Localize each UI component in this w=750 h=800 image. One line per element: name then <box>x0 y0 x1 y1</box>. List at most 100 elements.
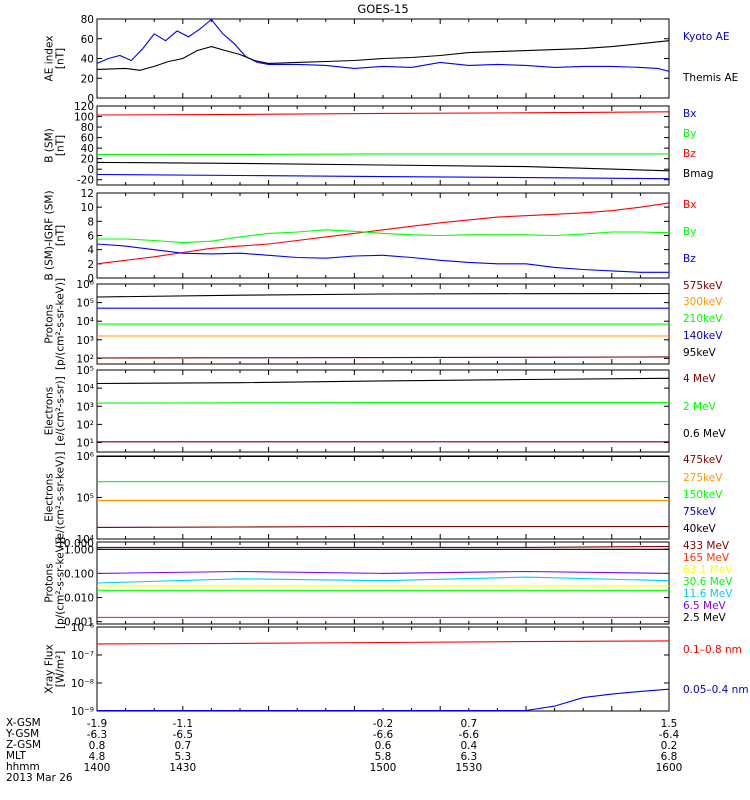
panel-protons-mageds-legend-210kev: 210keV <box>683 313 723 325</box>
panel-protons-hepad-frame <box>96 541 670 625</box>
panel-b-sm-series-bx <box>96 173 670 180</box>
panel-electrons-eps-ytick-label: 10² <box>76 419 94 431</box>
panel-protons-hepad-ylabel: [p/(cm²-s-sr-keV)] <box>55 537 67 629</box>
panel-protons-mageds-legend-300kev: 300keV <box>683 296 723 308</box>
panel-protons-hepad-legend-2-5-mev: 2.5 MeV <box>683 612 727 624</box>
panel-electrons-eps-ytick-label: 10³ <box>76 401 94 413</box>
panel-xray-flux-legend-0-1-0-8-nm: 0.1–0.8 nm <box>683 644 742 656</box>
panel-b-minus-igrf-ytick-label: 10 <box>81 202 94 214</box>
panel-b-minus-igrf-ytick-label: 4 <box>87 245 94 257</box>
panel-protons-hepad-ytick-label: 10.000 <box>57 538 94 550</box>
panel-xray-flux-ytick-label: 10⁻⁷ <box>71 650 94 662</box>
panel-electrons-mageds-legend-40kev: 40keV <box>683 523 717 535</box>
ephem-value-hhmm-1430: 1430 <box>169 762 196 774</box>
panel-b-minus-igrf-frame <box>96 192 670 279</box>
panel-b-sm-ytick-label: 120 <box>74 101 94 113</box>
panel-b-sm-ylabel: B (SM) <box>44 128 56 162</box>
panel-electrons-mageds-ylabel: [e/(cm²-s-sr-keV)] <box>55 452 67 544</box>
ephem-value-y-gsm-1600: -6.4 <box>659 729 680 741</box>
panel-protons-hepad-legend-6-5-mev: 6.5 MeV <box>683 600 727 612</box>
ephem-row-z-label: Z-GSM <box>6 739 42 751</box>
panel-b-sm-ytick-label: 80 <box>81 122 94 134</box>
panel-ae-index-ytick-label: 60 <box>81 34 94 46</box>
panel-b-sm-ytick-label: 60 <box>81 133 94 145</box>
ephem-value-mlt-1530: 6.3 <box>460 751 477 763</box>
ephem-value-z-gsm-1430: 0.7 <box>174 740 191 752</box>
ephem-value-hhmm-1530: 1530 <box>455 762 482 774</box>
panel-b-sm-ytick-label: 0 <box>87 164 94 176</box>
panel-b-sm-frame <box>96 105 670 186</box>
panel-ae-index-ytick-label: 80 <box>81 14 94 26</box>
panel-b-minus-igrf-legend-by: By <box>683 226 696 238</box>
panel-b-minus-igrf-ytick-label: 12 <box>81 188 94 200</box>
panel-protons-hepad-series-11-6-mev <box>96 576 670 584</box>
panel-xray-flux-ytick-label: 10⁻⁶ <box>71 622 94 634</box>
figure-title: GOES-15 <box>357 2 408 16</box>
panel-b-minus-igrf-series-bx <box>96 202 670 265</box>
panel-b-sm-ylabel: [nT] <box>55 135 67 156</box>
panel-electrons-eps-legend-0-6-mev: 0.6 MeV <box>683 428 727 440</box>
panel-electrons-eps-ytick-label: 10¹ <box>76 438 94 450</box>
panel-ae-index-series-themis-ae <box>96 40 670 71</box>
ephem-value-y-gsm-1400: -6.3 <box>87 729 108 741</box>
ephem-value-y-gsm-1530: -6.6 <box>459 729 480 741</box>
panel-protons-mageds-ytick-label: 10⁵ <box>76 298 94 310</box>
panel-protons-mageds-ytick-label: 10² <box>76 353 94 365</box>
ephem-row-x-label: X-GSM <box>6 717 41 729</box>
panel-protons-mageds-series-95kev <box>96 292 670 298</box>
panel-b-minus-igrf-ytick-label: 0 <box>87 273 94 285</box>
panel-xray-flux-frame <box>96 626 670 712</box>
panel-electrons-eps-frame <box>96 369 670 453</box>
ephem-row-mlt-label: MLT <box>6 750 26 762</box>
panel-protons-hepad-ytick-label: 0.100 <box>64 568 94 580</box>
panel-xray-flux-ylabel: [W/m²] <box>55 651 67 688</box>
panel-ae-index-ytick-label: 0 <box>87 93 94 105</box>
ephem-row-time-label: hhmm <box>6 761 40 773</box>
panel-electrons-eps-ytick-label: 10⁴ <box>76 383 94 395</box>
panel-ae-index-legend-kyoto-ae: Kyoto AE <box>683 31 729 43</box>
panel-b-sm-legend-by: By <box>683 128 696 140</box>
panel-b-sm-legend-bz: Bz <box>683 148 696 160</box>
panel-protons-mageds-series-575kev <box>96 356 670 359</box>
panel-b-minus-igrf-series-by <box>97 229 670 244</box>
ephem-value-mlt-1430: 5.3 <box>174 751 191 763</box>
panel-protons-hepad-ytick-label: 0.010 <box>64 593 94 605</box>
panel-ae-index-ylabel: AE index <box>44 36 56 82</box>
panel-electrons-mageds-series-475kev <box>96 525 669 528</box>
ephem-value-mlt-1400: 4.8 <box>89 751 106 763</box>
panel-electrons-eps-legend-2-mev: 2 MeV <box>683 401 717 413</box>
panel-b-sm-series-by <box>97 153 669 156</box>
panel-b-minus-igrf-ytick-label: 6 <box>87 231 94 243</box>
panel-b-minus-igrf-ytick-label: 2 <box>87 259 94 271</box>
panel-protons-mageds-legend-95kev: 95keV <box>683 347 717 359</box>
panel-protons-hepad-legend-63-1-mev: 63.1 MeV <box>683 564 733 576</box>
panel-b-minus-igrf-legend-bx: Bx <box>683 199 696 211</box>
panel-protons-hepad-legend-30-6-mev: 30.6 MeV <box>683 576 733 588</box>
ephem-value-x-gsm-1400: -1.9 <box>87 718 108 730</box>
panel-electrons-eps-ylabel: Electrons <box>44 387 56 436</box>
panel-protons-hepad-legend-165-mev: 165 MeV <box>683 552 730 564</box>
panel-b-minus-igrf-ytick-label: 8 <box>87 216 94 228</box>
panel-xray-flux-series-0-05-0-4-nm <box>97 688 670 712</box>
panel-xray-flux-series-0-1-0-8-nm <box>96 640 670 645</box>
panel-electrons-mageds-ytick-label: 10⁴ <box>76 534 94 546</box>
panel-ae-index-ytick-label: 40 <box>81 54 94 66</box>
panel-protons-hepad-ytick-label: 0.001 <box>64 617 94 629</box>
panel-protons-hepad-legend-433-mev: 433 MeV <box>683 540 730 552</box>
panel-protons-hepad-series-433-mev <box>97 545 670 548</box>
panel-b-minus-igrf-series-bz <box>96 243 669 273</box>
ephem-value-x-gsm-1500: -0.2 <box>373 718 394 730</box>
panel-electrons-mageds-legend-150kev: 150keV <box>683 489 723 501</box>
ephem-row-y-label: Y-GSM <box>6 728 40 740</box>
panel-protons-hepad-series-6-5-mev <box>96 570 670 574</box>
panel-ae-index-ylabel: [nT] <box>55 48 67 69</box>
panel-protons-mageds-ytick-label: 10⁶ <box>76 279 94 291</box>
ephem-value-x-gsm-1530: 0.7 <box>460 718 477 730</box>
panel-protons-mageds-ytick-label: 10³ <box>76 335 94 347</box>
panel-b-sm-legend-bmag: Bmag <box>683 168 714 180</box>
panel-xray-flux-legend-0-05-0-4-nm: 0.05–0.4 nm <box>683 684 749 696</box>
panel-b-minus-igrf-legend-bz: Bz <box>683 253 696 265</box>
panel-electrons-eps-series-2-mev <box>96 402 669 404</box>
panel-electrons-mageds-ylabel: Electrons <box>44 473 56 522</box>
